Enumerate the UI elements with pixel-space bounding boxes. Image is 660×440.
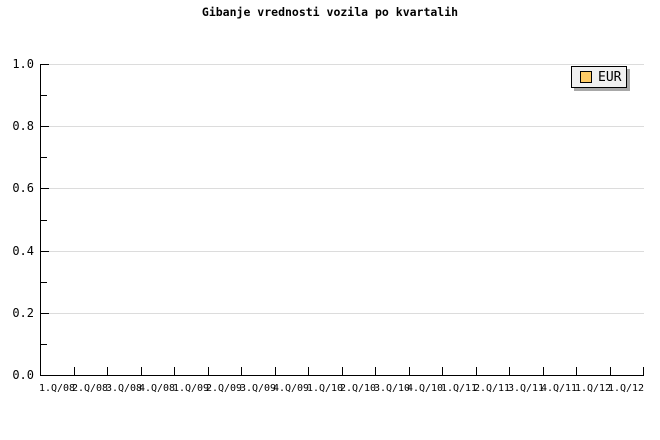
x-tick-label: 3.Q/10 (373, 383, 411, 394)
y-major-tick (41, 251, 49, 252)
y-axis-line (40, 64, 41, 376)
x-tick (342, 367, 343, 375)
x-tick-label: 3.Q/11 (507, 383, 545, 394)
y-tick-label: 0.8 (12, 119, 34, 133)
x-tick (409, 367, 410, 375)
x-tick (643, 367, 644, 375)
y-gridline (41, 251, 644, 252)
x-tick-label: 1.Q/12 (607, 383, 645, 394)
x-tick (275, 367, 276, 375)
x-tick-label: 4.Q/09 (272, 383, 310, 394)
x-axis-line (40, 375, 644, 376)
x-tick (610, 367, 611, 375)
x-tick (141, 367, 142, 375)
y-tick-label: 0.0 (12, 368, 34, 382)
x-tick-label: 1.Q/11 (440, 383, 478, 394)
x-tick (576, 367, 577, 375)
x-tick-label: 4.Q/08 (138, 383, 176, 394)
x-tick (241, 367, 242, 375)
legend-label-eur: EUR (598, 69, 622, 85)
x-tick-label: 3.Q/08 (105, 383, 143, 394)
x-tick (543, 367, 544, 375)
x-tick-label: 2.Q/08 (71, 383, 109, 394)
y-major-tick (41, 64, 49, 65)
y-minor-tick (41, 344, 47, 345)
y-tick-label: 0.2 (12, 306, 34, 320)
x-tick (74, 367, 75, 375)
y-major-tick (41, 188, 49, 189)
y-gridline (41, 313, 644, 314)
y-tick-label: 0.4 (12, 244, 34, 258)
y-tick-label: 0.6 (12, 181, 34, 195)
y-gridline (41, 188, 644, 189)
x-tick-label: 4.Q/10 (406, 383, 444, 394)
y-tick-label: 1.0 (12, 57, 34, 71)
x-tick-label: 2.Q/10 (339, 383, 377, 394)
x-tick (174, 367, 175, 375)
legend-swatch-eur (580, 71, 592, 83)
y-major-tick (41, 313, 49, 314)
x-tick (375, 367, 376, 375)
y-major-tick (41, 126, 49, 127)
x-tick-label: 3.Q/09 (239, 383, 277, 394)
x-tick-label: 4.Q/11 (540, 383, 578, 394)
x-tick-label: 1.Q/10 (306, 383, 344, 394)
x-tick (107, 367, 108, 375)
chart-title: Gibanje vrednosti vozila po kvartalih (201, 5, 459, 19)
x-tick-label: 1.Q/09 (172, 383, 210, 394)
x-tick (509, 367, 510, 375)
y-gridline (41, 64, 644, 65)
y-minor-tick (41, 95, 47, 96)
x-tick-label: 2.Q/09 (205, 383, 243, 394)
y-gridline (41, 126, 644, 127)
x-tick-label: 1.Q/12 (574, 383, 612, 394)
x-tick (208, 367, 209, 375)
x-tick-label: 1.Q/08 (38, 383, 76, 394)
x-tick-label: 2.Q/11 (473, 383, 511, 394)
y-minor-tick (41, 220, 47, 221)
x-tick (476, 367, 477, 375)
y-minor-tick (41, 282, 47, 283)
legend: EUR (571, 66, 627, 88)
x-tick (442, 367, 443, 375)
x-tick (308, 367, 309, 375)
y-minor-tick (41, 157, 47, 158)
